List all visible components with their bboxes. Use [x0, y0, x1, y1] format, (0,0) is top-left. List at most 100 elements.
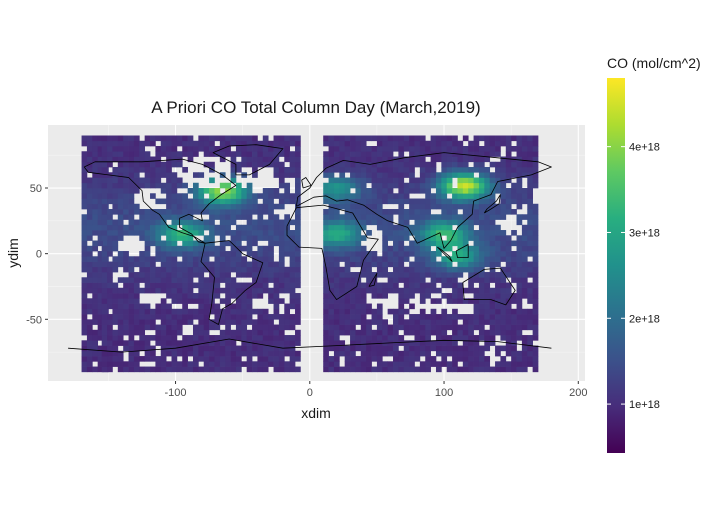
co-cell [150, 314, 156, 320]
co-cell [187, 282, 194, 289]
co-cell [289, 350, 296, 357]
co-cell [252, 140, 258, 147]
co-cell [203, 350, 210, 357]
co-cell [278, 198, 285, 205]
co-cell [360, 314, 367, 320]
co-cell [355, 235, 362, 241]
co-cell [516, 177, 523, 184]
co-cell [371, 177, 378, 184]
co-cell [323, 350, 329, 357]
co-cell [376, 361, 383, 367]
co-cell [214, 224, 221, 231]
co-cell [139, 156, 146, 163]
co-cell [462, 135, 469, 142]
co-cell [81, 188, 88, 194]
co-cell [209, 345, 215, 352]
co-cell [441, 266, 448, 273]
co-cell [284, 245, 290, 252]
co-cell [527, 214, 533, 220]
co-cell [262, 256, 269, 262]
co-cell [328, 182, 335, 189]
co-cell [219, 361, 226, 367]
co-cell [382, 293, 389, 299]
co-cell [516, 303, 523, 310]
co-cell [241, 245, 248, 252]
co-cell [414, 203, 421, 210]
co-cell [371, 182, 378, 189]
co-cell [123, 361, 129, 367]
co-cell [246, 366, 253, 373]
co-cell [393, 240, 399, 247]
co-cell [452, 209, 458, 215]
co-cell [117, 156, 124, 163]
co-cell [101, 356, 108, 362]
co-cell [500, 198, 507, 205]
co-cell [387, 324, 394, 331]
co-cell [328, 172, 335, 178]
co-cell [176, 177, 183, 184]
co-cell [382, 219, 389, 226]
co-cell [478, 224, 485, 231]
co-cell [86, 335, 93, 341]
co-cell [246, 230, 253, 236]
co-cell [128, 277, 135, 283]
co-cell [278, 266, 285, 273]
co-cell [101, 324, 108, 331]
co-cell [86, 214, 93, 220]
co-cell [225, 366, 231, 373]
co-cell [371, 219, 378, 226]
co-cell [252, 224, 258, 231]
co-cell [452, 193, 458, 199]
co-cell [446, 282, 453, 289]
co-cell [446, 366, 453, 373]
co-cell [323, 230, 329, 236]
co-cell [107, 240, 113, 247]
co-cell [473, 277, 480, 283]
co-cell [273, 272, 280, 278]
co-cell [478, 135, 485, 142]
co-cell [230, 203, 237, 210]
co-cell [403, 340, 410, 346]
co-cell [230, 282, 237, 289]
co-cell [355, 356, 362, 362]
co-cell [150, 135, 156, 142]
co-cell [284, 251, 290, 257]
co-cell [360, 209, 367, 215]
co-cell [182, 214, 188, 220]
co-cell [182, 251, 188, 257]
co-cell [219, 329, 226, 336]
co-cell [382, 361, 389, 367]
co-cell [328, 319, 335, 325]
co-cell [344, 261, 351, 268]
co-cell [112, 177, 119, 184]
co-cell [128, 146, 135, 152]
co-cell [441, 219, 448, 226]
co-cell [203, 282, 210, 289]
co-cell [323, 340, 329, 346]
co-cell [521, 140, 528, 147]
co-cell [257, 324, 264, 331]
co-cell [252, 345, 258, 352]
co-cell [333, 350, 340, 357]
co-cell [257, 140, 264, 147]
co-cell [446, 156, 453, 163]
co-cell [97, 235, 104, 241]
co-cell [230, 167, 237, 173]
co-cell [166, 203, 172, 210]
co-cell [328, 261, 335, 268]
co-cell [393, 161, 399, 168]
co-cell [235, 256, 242, 262]
co-cell [516, 151, 523, 157]
co-cell [209, 140, 215, 147]
co-cell [92, 219, 99, 226]
co-cell [198, 293, 205, 299]
co-cell [225, 298, 231, 304]
co-cell [187, 350, 194, 357]
co-cell [150, 140, 156, 147]
co-cell [355, 256, 362, 262]
co-cell [339, 235, 346, 241]
co-cell [323, 308, 329, 315]
co-cell [273, 156, 280, 163]
co-cell [441, 319, 448, 325]
co-cell [414, 272, 421, 278]
